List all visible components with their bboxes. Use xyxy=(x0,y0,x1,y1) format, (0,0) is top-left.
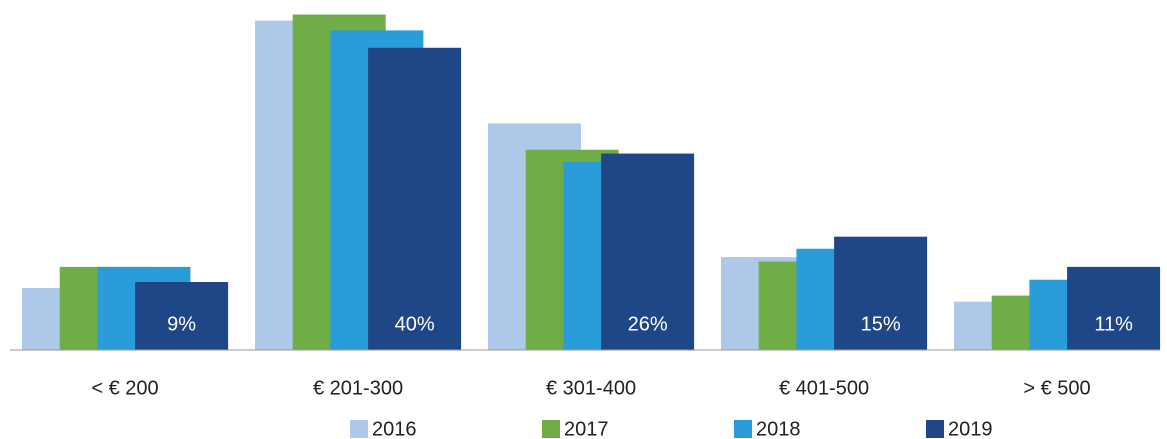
data-label: 9% xyxy=(167,313,196,335)
data-label: 15% xyxy=(861,313,901,335)
data-label: 11% xyxy=(1094,313,1133,335)
legend-swatch xyxy=(350,420,368,438)
legend-swatch xyxy=(734,420,752,438)
legend-label: 2019 xyxy=(948,418,993,439)
x-tick-label: € 301-400 xyxy=(546,377,636,399)
legend-label: 2017 xyxy=(564,418,609,439)
bar xyxy=(834,236,928,350)
x-tick-label: > € 500 xyxy=(1023,377,1090,399)
x-tick-label: € 401-500 xyxy=(779,377,869,399)
data-label: 26% xyxy=(628,313,668,335)
x-tick-label: < € 200 xyxy=(91,377,158,399)
legend-swatch xyxy=(926,420,944,438)
bar xyxy=(1067,266,1161,350)
legend-swatch xyxy=(542,420,560,438)
data-label: 40% xyxy=(395,313,435,335)
legend-label: 2018 xyxy=(756,418,801,439)
legend-label: 2016 xyxy=(372,418,417,439)
x-tick-label: € 201-300 xyxy=(313,377,403,399)
bar xyxy=(135,282,229,350)
bar xyxy=(368,47,462,351)
bar xyxy=(601,153,695,350)
